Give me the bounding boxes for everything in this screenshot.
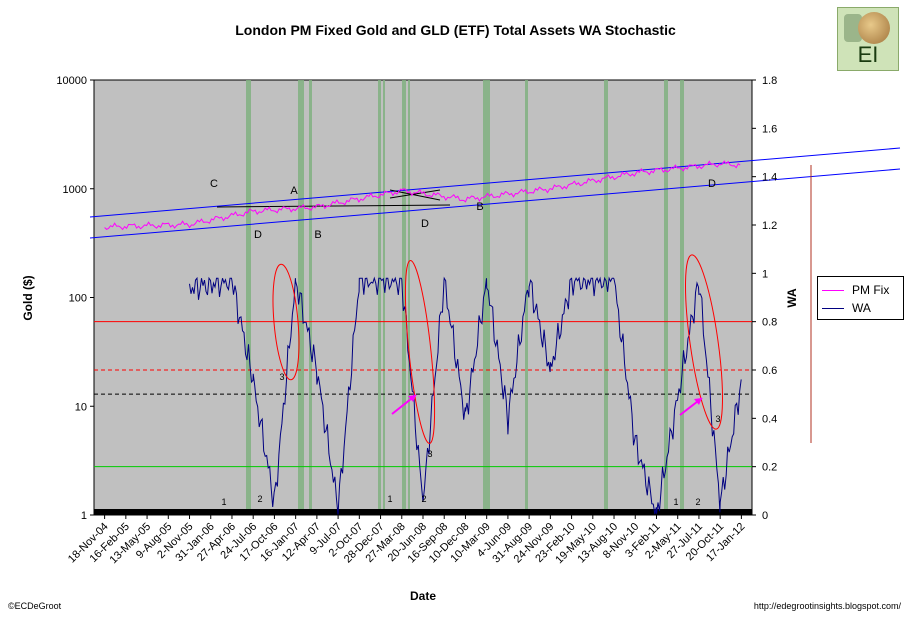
channel-line-upper bbox=[89, 147, 901, 218]
annotation-7: 3 bbox=[279, 372, 284, 382]
signal-band-8 bbox=[525, 80, 528, 515]
trend-line-flat bbox=[216, 204, 451, 208]
signal-band-3 bbox=[378, 80, 381, 515]
y-right-tick-label-9: 1.8 bbox=[762, 75, 777, 87]
signal-band-10 bbox=[664, 80, 668, 515]
y-right-tick-label-8: 1.6 bbox=[762, 123, 777, 135]
y-right-tick-label-4: 0.8 bbox=[762, 317, 777, 329]
annotation-0: C bbox=[210, 178, 218, 190]
legend-swatch-pm-fix bbox=[822, 289, 844, 291]
annotation-9: 3 bbox=[715, 414, 720, 424]
pm-fix-line bbox=[104, 160, 741, 231]
y-right-tick-label-3: 0.6 bbox=[762, 365, 777, 377]
y-right-tick-label-5: 1 bbox=[762, 268, 768, 280]
annotation-12: 1 bbox=[387, 494, 392, 504]
portrait-icon bbox=[844, 14, 862, 42]
legend-item-wa: WA bbox=[822, 300, 871, 316]
annotation-10: 1 bbox=[221, 497, 226, 507]
y-left-tick-label-1: 10 bbox=[75, 401, 87, 413]
highlight-ellipse-2 bbox=[685, 254, 723, 430]
y-right-tick-label-7: 1.4 bbox=[762, 172, 777, 184]
brand-logo: EI bbox=[837, 7, 899, 71]
annotation-5: B bbox=[476, 201, 483, 213]
y-right-tick-label-0: 0 bbox=[762, 510, 768, 522]
highlight-ellipse-0 bbox=[272, 263, 300, 381]
signal-arrow-head-0 bbox=[408, 395, 416, 402]
signal-band-2 bbox=[309, 80, 312, 515]
legend-item-pm-fix: PM Fix bbox=[822, 282, 889, 298]
trend-line-b bbox=[389, 189, 441, 199]
signal-band-0 bbox=[246, 80, 251, 515]
highlight-ellipse-1 bbox=[404, 259, 436, 445]
y-left-tick-label-0: 1 bbox=[81, 510, 87, 522]
signal-band-6 bbox=[408, 80, 410, 515]
annotation-15: 2 bbox=[695, 497, 700, 507]
annotation-1: A bbox=[290, 185, 298, 197]
footer-copyright: ©ECDeGroot bbox=[8, 601, 62, 611]
annotation-14: 1 bbox=[673, 497, 678, 507]
legend-swatch-wa bbox=[822, 307, 844, 309]
y-left-tick-label-2: 100 bbox=[69, 293, 87, 305]
y-right-tick-label-2: 0.4 bbox=[762, 413, 777, 425]
annotation-11: 2 bbox=[257, 494, 262, 504]
annotation-13: 2 bbox=[421, 494, 426, 504]
baseline-bar bbox=[94, 509, 752, 515]
y-left-tick-label-4: 10000 bbox=[56, 75, 87, 87]
chart-legend: PM Fix WA bbox=[817, 276, 904, 320]
signal-band-11 bbox=[680, 80, 684, 515]
coin-icon bbox=[858, 12, 890, 44]
channel-line-lower bbox=[89, 168, 901, 239]
y-right-axis-title: WA bbox=[785, 288, 799, 308]
annotation-6: D bbox=[708, 178, 716, 190]
y-right-tick-label-1: 0.2 bbox=[762, 462, 777, 474]
wa-line bbox=[189, 276, 742, 515]
signal-band-5 bbox=[402, 80, 406, 515]
signal-band-7 bbox=[483, 80, 490, 515]
x-axis-title: Date bbox=[410, 589, 436, 603]
chart-title: London PM Fixed Gold and GLD (ETF) Total… bbox=[235, 22, 676, 38]
legend-label-pm-fix: PM Fix bbox=[852, 283, 890, 297]
signal-arrow-head-1 bbox=[694, 398, 702, 405]
signal-band-9 bbox=[604, 80, 608, 515]
legend-label-wa: WA bbox=[852, 301, 871, 315]
annotation-8: 3 bbox=[427, 449, 432, 459]
logo-text: EI bbox=[857, 42, 879, 67]
annotation-3: B bbox=[314, 229, 321, 241]
footer-url[interactable]: http://edegrootinsights.blogspot.com/ bbox=[753, 601, 901, 611]
signal-band-1 bbox=[298, 80, 304, 515]
y-left-tick-label-3: 1000 bbox=[63, 184, 87, 196]
annotation-2: D bbox=[254, 229, 262, 241]
y-left-axis-title: Gold ($) bbox=[21, 275, 35, 320]
signal-band-4 bbox=[383, 80, 385, 515]
annotation-4: D bbox=[421, 218, 429, 230]
y-right-tick-label-6: 1.2 bbox=[762, 220, 777, 232]
